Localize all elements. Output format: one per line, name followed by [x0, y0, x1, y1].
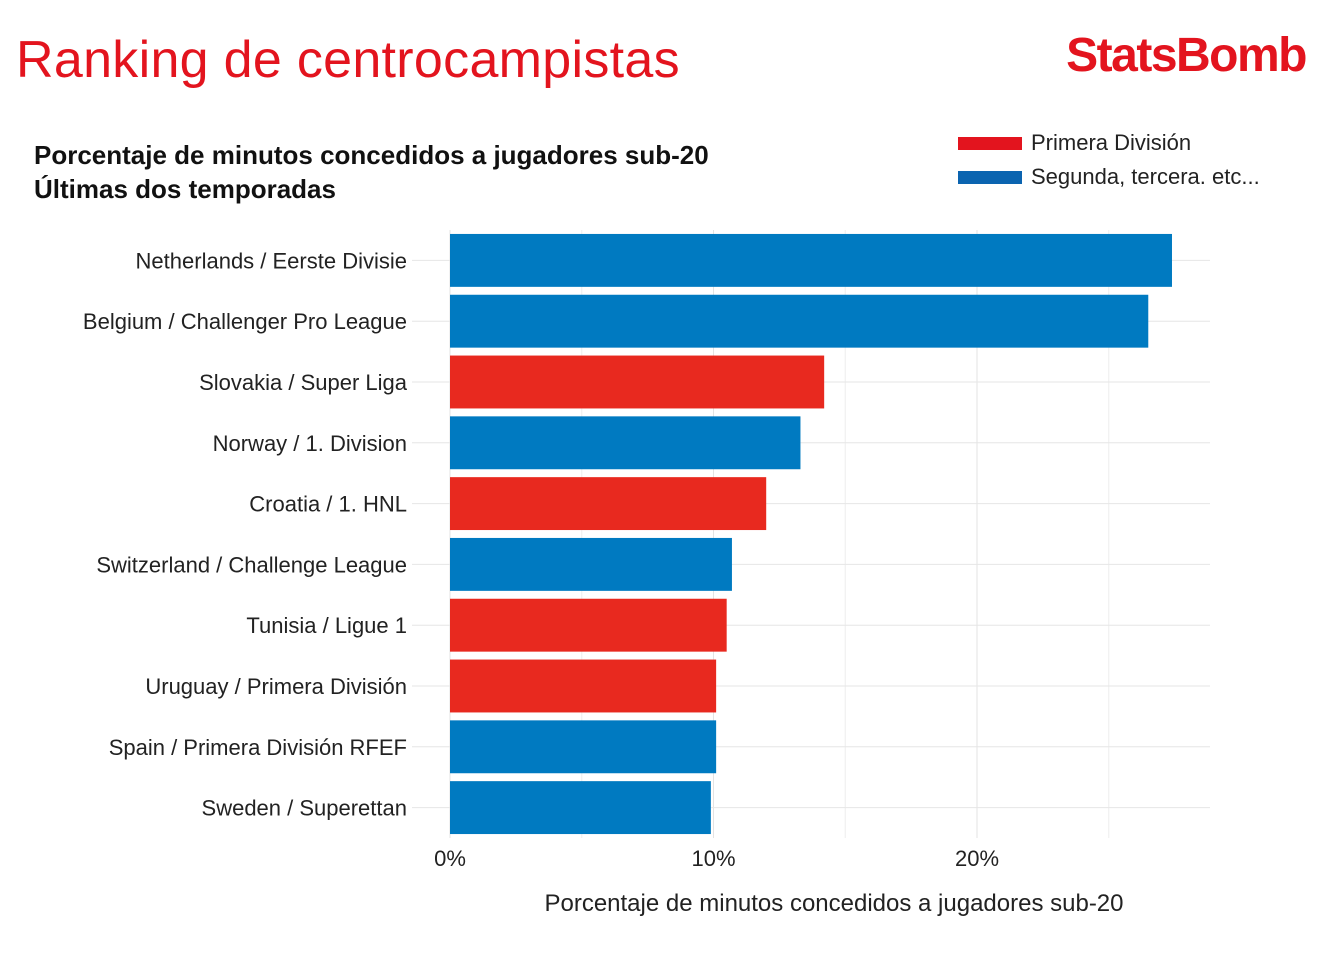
x-tick-label: 20% [955, 846, 999, 871]
legend-label-segunda: Segunda, tercera. etc... [1031, 164, 1260, 189]
legend-swatch-primera [958, 136, 1022, 150]
bar-7 [450, 598, 727, 652]
legend-item-segunda: Segunda, tercera. etc... [958, 160, 1260, 194]
category-label: Tunisia / Ligue 1 [246, 613, 407, 638]
category-label: Switzerland / Challenge League [96, 552, 407, 577]
bar-9 [450, 720, 717, 774]
legend: Primera División Segunda, tercera. etc..… [958, 126, 1260, 194]
bar-6 [450, 537, 732, 591]
category-label: Uruguay / Primera División [145, 674, 407, 699]
bar-2 [450, 294, 1149, 348]
x-axis-label: Porcentaje de minutos concedidos a jugad… [544, 890, 1123, 917]
chart-subtitle-block: Porcentaje de minutos concedidos a jugad… [34, 138, 709, 206]
category-label: Croatia / 1. HNL [249, 492, 407, 517]
bar-10 [450, 781, 711, 835]
bar-3 [450, 355, 825, 409]
page-title: Ranking de centrocampistas [16, 31, 680, 89]
legend-swatch-segunda [958, 170, 1022, 184]
chart-title: Porcentaje de minutos concedidos a jugad… [34, 140, 709, 170]
category-label: Netherlands / Eerste Divisie [136, 248, 407, 273]
x-tick-label: 10% [691, 846, 735, 871]
category-label: Sweden / Superettan [202, 796, 407, 821]
statsbomb-logo: StatsBomb [1066, 29, 1307, 82]
category-label: Spain / Primera División RFEF [109, 735, 407, 760]
category-label: Norway / 1. Division [213, 431, 407, 456]
legend-label-primera: Primera División [1031, 130, 1192, 155]
category-label: Belgium / Challenger Pro League [83, 309, 407, 334]
bar-4 [450, 416, 801, 470]
bar-8 [450, 659, 717, 713]
category-label: Slovakia / Super Liga [199, 370, 408, 395]
bar-5 [450, 477, 767, 531]
chart-subtitle: Últimas dos temporadas [34, 174, 336, 204]
bar-1 [450, 233, 1172, 287]
legend-item-primera: Primera División [958, 126, 1260, 160]
x-tick-label: 0% [434, 846, 466, 871]
